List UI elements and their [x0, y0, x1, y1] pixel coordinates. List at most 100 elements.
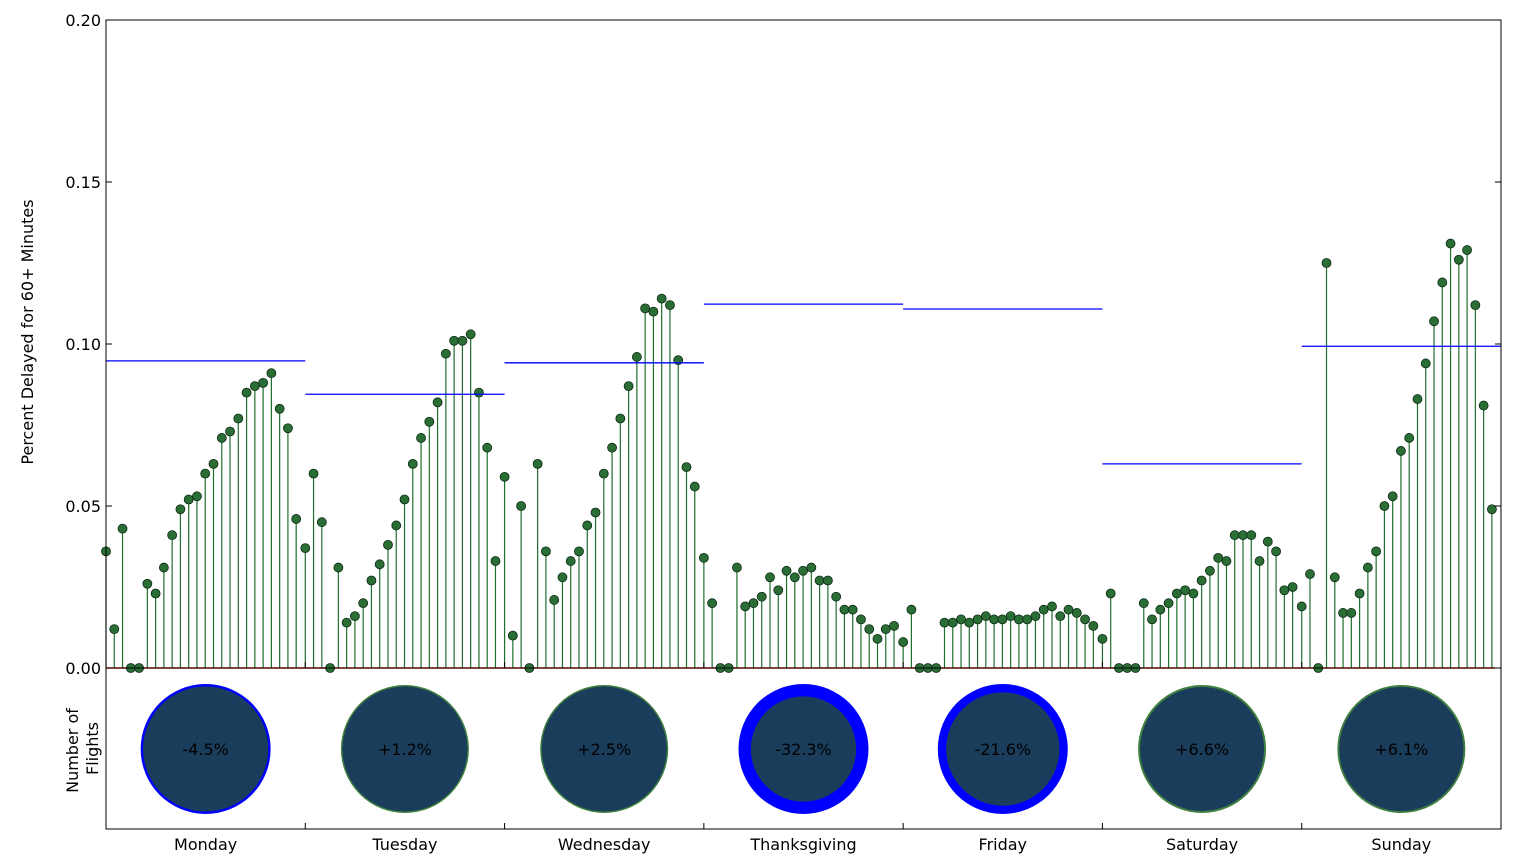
data-point [574, 546, 584, 557]
data-point [308, 468, 319, 479]
data-point [350, 611, 360, 622]
bottom-axes-frame [105, 667, 1502, 830]
data-point [109, 624, 120, 635]
data-point [1396, 446, 1406, 456]
data-point [631, 352, 642, 362]
data-point [1088, 620, 1099, 631]
data-point [383, 539, 393, 550]
data-point [1022, 614, 1033, 625]
data-point [557, 572, 568, 583]
data-point [997, 614, 1008, 625]
data-point [972, 614, 983, 625]
data-point [1171, 588, 1182, 599]
day-group-sunday [1296, 238, 1501, 673]
bottom-label-line1: Number of [63, 708, 82, 793]
x-tick-label: Wednesday [558, 835, 651, 854]
data-point [333, 562, 344, 573]
data-point [1279, 585, 1290, 596]
data-point [316, 517, 327, 528]
flight-circle-friday [946, 692, 1060, 806]
data-point [258, 377, 269, 388]
data-point [457, 335, 468, 346]
data-point [707, 598, 718, 609]
data-point [615, 413, 626, 424]
data-point [465, 329, 476, 340]
axes: Monday Tuesday Wednesday Thanksgiving Friday… [18, 11, 1502, 854]
data-point [300, 543, 311, 554]
y-tick-label: 0.10 [65, 335, 101, 354]
data-point [416, 433, 426, 443]
data-point [956, 614, 966, 625]
data-point [192, 491, 202, 502]
day-group-thanksgiving [698, 303, 904, 673]
flight-circle-sunday [1339, 686, 1464, 812]
data-point [1221, 556, 1232, 566]
data-point [1205, 565, 1215, 576]
y-tick-label: 0.20 [65, 11, 101, 30]
data-point [980, 611, 991, 622]
data-point [1180, 585, 1191, 596]
data-point [358, 598, 369, 609]
data-point [167, 530, 178, 541]
data-point [681, 462, 692, 473]
data-point [432, 397, 443, 408]
data-point [233, 413, 244, 424]
data-point [391, 520, 402, 531]
data-point [1453, 254, 1464, 265]
data-point [1238, 530, 1248, 541]
data-point [906, 604, 917, 615]
data-point [407, 458, 418, 469]
data-point [249, 381, 260, 392]
data-point [449, 335, 460, 346]
data-point [732, 562, 742, 573]
data-point [1005, 611, 1016, 622]
data-point [590, 507, 601, 518]
flight-circle-monday [143, 686, 269, 812]
flight-circle-thanksgiving [750, 696, 857, 802]
data-point [1063, 604, 1074, 615]
data-point [1138, 598, 1149, 609]
data-point [1071, 608, 1082, 618]
data-point [374, 559, 385, 570]
data-point [781, 565, 792, 576]
data-point [1097, 633, 1108, 644]
data-point [872, 633, 883, 644]
data-point [490, 556, 501, 566]
flight-change-label: -21.6% [974, 740, 1031, 759]
data-point [1188, 588, 1199, 599]
data-point [856, 614, 866, 625]
day-group-monday [101, 360, 306, 673]
data-point [864, 624, 875, 635]
data-point [806, 562, 817, 573]
flight-circle-wednesday [541, 686, 667, 812]
data-point [1196, 575, 1207, 586]
data-point [150, 588, 161, 599]
data-point [1287, 582, 1298, 592]
y-tick-label: 0.15 [65, 173, 101, 192]
data-point [183, 494, 194, 505]
data-point [847, 604, 858, 615]
data-point [1155, 604, 1166, 615]
data-point [665, 300, 675, 311]
data-point [1147, 614, 1157, 625]
data-point [117, 523, 128, 534]
data-point [640, 303, 651, 314]
x-tick-label: Tuesday [371, 835, 437, 854]
data-point [789, 572, 800, 583]
day-group-friday [898, 308, 1103, 673]
data-point [814, 575, 825, 586]
data-point [341, 617, 352, 628]
data-point [748, 598, 759, 609]
data-point [1346, 608, 1357, 618]
data-point [549, 595, 560, 605]
x-tick-label: Thanksgiving [749, 835, 856, 854]
data-point [582, 520, 593, 531]
data-point [1163, 598, 1174, 609]
data-point [1213, 552, 1224, 563]
data-point [1080, 614, 1090, 625]
data-point [773, 585, 784, 596]
data-point [1412, 394, 1423, 404]
data-point [474, 387, 484, 398]
data-point [880, 624, 891, 635]
